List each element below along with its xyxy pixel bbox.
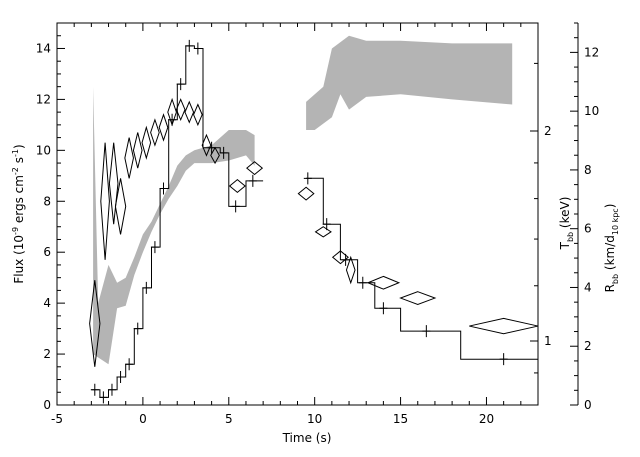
radius-tick-label: 8 — [584, 163, 592, 177]
temperature-diamond — [210, 146, 220, 165]
temperature-diamond — [331, 250, 349, 265]
flux-error-mark — [499, 353, 508, 366]
flux-error-mark — [90, 383, 99, 396]
flux-error-mark — [150, 241, 159, 254]
radius-tick-label: 6 — [584, 222, 592, 236]
x-tick-label: -5 — [51, 412, 63, 426]
temperature-diamond — [132, 132, 143, 169]
temperature-diamond — [100, 142, 110, 260]
temperature-diamond — [345, 255, 356, 285]
radius-band-late — [306, 35, 513, 131]
y-tick-label: 8 — [43, 194, 51, 208]
flux-error-mark — [185, 39, 194, 52]
flux-error-mark — [358, 276, 367, 289]
flux-error-mark — [248, 174, 257, 187]
x-tick-label: 20 — [479, 412, 494, 426]
y-axis-label-radius: Rbb (km/d10 kpc) — [603, 204, 620, 293]
temperature-diamond — [141, 125, 152, 160]
radius-band-late-polygon — [306, 35, 513, 131]
temperature-diamond — [469, 317, 539, 335]
temp-tick-label: 2 — [544, 124, 552, 138]
radius-tick-label: 2 — [584, 339, 592, 353]
temperature-diamond — [193, 103, 203, 127]
x-tick-label: 15 — [393, 412, 408, 426]
y-tick-label: 14 — [36, 41, 51, 55]
y-axis-label-temperature: Tbb (keV) — [558, 197, 575, 251]
temperature-diamond — [158, 113, 169, 142]
flux-error-mark — [107, 383, 116, 396]
temperature-diamond — [167, 97, 177, 127]
x-axis-label: Time (s) — [282, 431, 332, 445]
temperature-diamond — [108, 142, 119, 225]
temperature-diamond — [314, 226, 332, 238]
temperature-diamond — [175, 98, 186, 122]
temperature-diamond — [228, 178, 246, 194]
flux-error-mark — [116, 370, 125, 383]
radius-tick-label: 10 — [584, 104, 599, 118]
radius-tick-label: 4 — [584, 280, 592, 294]
temperature-diamond — [114, 178, 127, 235]
temperature-diamond — [184, 100, 195, 124]
flux-error-mark — [193, 42, 202, 55]
flux-error-mark — [379, 302, 388, 315]
flux-error-mark — [176, 78, 185, 91]
flux-error-mark — [207, 141, 216, 154]
flux-error-mark — [231, 200, 240, 213]
temperature-diamond — [366, 275, 401, 290]
temperature-diamond — [89, 280, 101, 367]
radius-tick-label: 0 — [584, 398, 592, 412]
temperature-diamond — [297, 186, 315, 201]
radius-tick-label: 12 — [584, 45, 599, 59]
radius-band-early-polygon — [93, 86, 255, 365]
flux-error-mark — [142, 281, 151, 294]
y-tick-label: 0 — [43, 398, 51, 412]
radius-band-early — [93, 86, 255, 365]
x-tick-label: 0 — [139, 412, 147, 426]
flux-error-mark — [125, 358, 134, 371]
temperature-diamond — [124, 137, 134, 179]
flux-error-mark — [133, 322, 142, 335]
y-tick-label: 2 — [43, 347, 51, 361]
flux-error-mark — [99, 391, 108, 404]
flux-error-mark — [422, 325, 431, 338]
temperature-diamond — [399, 291, 437, 305]
flux-error-mark — [322, 218, 331, 231]
x-tick-label: 5 — [225, 412, 233, 426]
flux-error-mark — [303, 172, 312, 185]
x-tick-label: 10 — [307, 412, 322, 426]
temp-tick-label: 1 — [544, 334, 552, 348]
flux-error-mark — [219, 146, 228, 159]
temperature-diamonds — [89, 97, 539, 367]
temperature-diamond — [246, 161, 264, 176]
flux-histogram — [90, 39, 538, 404]
y-tick-label: 10 — [36, 143, 51, 157]
temperature-diamond — [201, 133, 212, 157]
flux-error-mark — [159, 182, 168, 195]
y-tick-label: 6 — [43, 245, 51, 259]
y-axis-label-flux: Flux (10-9 ergs cm-2 s-1) — [11, 144, 26, 283]
y-tick-label: 4 — [43, 296, 51, 310]
y-tick-label: 12 — [36, 92, 51, 106]
temperature-diamond — [150, 118, 160, 147]
